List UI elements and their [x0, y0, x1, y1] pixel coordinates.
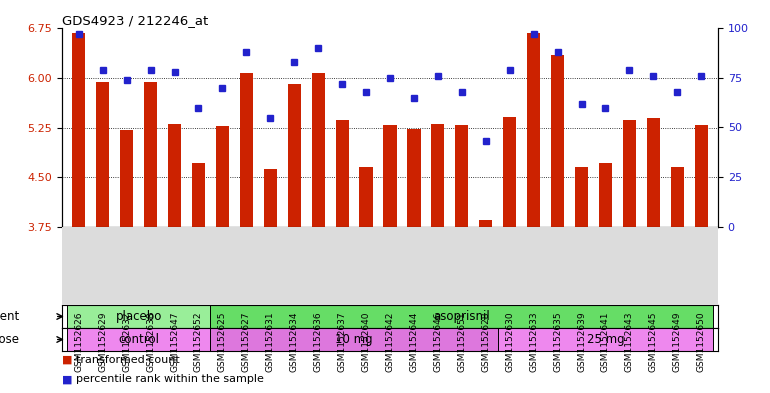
Bar: [671, 167, 684, 227]
Bar: [120, 130, 133, 227]
Text: control: control: [118, 333, 159, 346]
Bar: [96, 83, 109, 227]
Bar: [695, 125, 708, 227]
Bar: [192, 163, 205, 227]
Bar: [503, 117, 517, 227]
Bar: [67, 305, 210, 328]
Bar: [599, 163, 612, 227]
Bar: [239, 73, 253, 227]
Bar: [623, 120, 636, 227]
Text: agent: agent: [0, 310, 20, 323]
Bar: [210, 305, 713, 328]
Bar: [455, 125, 468, 227]
Bar: [575, 167, 588, 227]
Bar: [479, 220, 492, 227]
Bar: [312, 73, 325, 227]
Bar: [497, 328, 713, 351]
Text: GDS4923 / 212246_at: GDS4923 / 212246_at: [62, 14, 208, 27]
Text: placebo: placebo: [116, 310, 162, 323]
Bar: [72, 33, 85, 227]
Text: asoprisnil: asoprisnil: [434, 310, 490, 323]
Bar: [383, 125, 397, 227]
Text: transformed count: transformed count: [76, 354, 179, 365]
Bar: [210, 328, 497, 351]
Bar: [67, 328, 210, 351]
Bar: [288, 84, 301, 227]
Bar: [168, 124, 181, 227]
Bar: [431, 124, 444, 227]
Bar: [336, 120, 349, 227]
Text: 25 mg: 25 mg: [587, 333, 624, 346]
Bar: [551, 55, 564, 227]
Bar: [216, 126, 229, 227]
Text: percentile rank within the sample: percentile rank within the sample: [76, 374, 264, 384]
Text: 10 mg: 10 mg: [335, 333, 373, 346]
Bar: [647, 118, 660, 227]
Bar: [527, 33, 541, 227]
Text: ■: ■: [62, 374, 76, 384]
Bar: [263, 169, 277, 227]
Bar: [407, 129, 420, 227]
Bar: [360, 167, 373, 227]
Text: ■: ■: [62, 354, 76, 365]
Bar: [144, 83, 157, 227]
Text: dose: dose: [0, 333, 20, 346]
